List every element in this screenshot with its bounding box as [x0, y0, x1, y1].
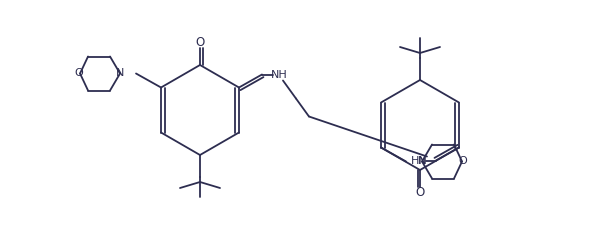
Text: HN: HN	[411, 156, 428, 165]
Text: O: O	[195, 35, 205, 49]
Text: O: O	[458, 156, 467, 167]
Text: O: O	[75, 68, 83, 79]
Text: NH: NH	[271, 69, 288, 80]
Text: N: N	[418, 156, 426, 167]
Text: O: O	[416, 186, 425, 199]
Text: N: N	[116, 68, 124, 79]
